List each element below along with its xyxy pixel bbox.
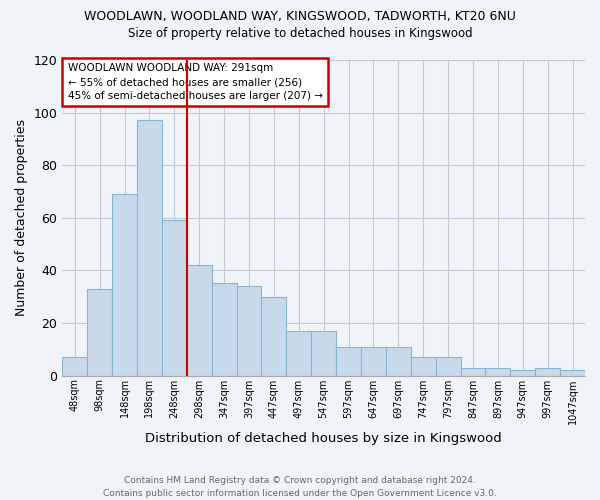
Bar <box>411 357 436 376</box>
Y-axis label: Number of detached properties: Number of detached properties <box>15 120 28 316</box>
Bar <box>336 346 361 376</box>
Bar <box>62 357 87 376</box>
Bar <box>262 296 286 376</box>
Bar <box>511 370 535 376</box>
Bar <box>162 220 187 376</box>
Text: WOODLAWN, WOODLAND WAY, KINGSWOOD, TADWORTH, KT20 6NU: WOODLAWN, WOODLAND WAY, KINGSWOOD, TADWO… <box>84 10 516 23</box>
Bar <box>436 357 461 376</box>
Text: WOODLAWN WOODLAND WAY: 291sqm
← 55% of detached houses are smaller (256)
45% of : WOODLAWN WOODLAND WAY: 291sqm ← 55% of d… <box>68 63 323 101</box>
Bar <box>137 120 162 376</box>
Bar <box>485 368 511 376</box>
Bar <box>286 331 311 376</box>
Bar <box>560 370 585 376</box>
Bar <box>386 346 411 376</box>
Bar <box>461 368 485 376</box>
Bar <box>212 284 236 376</box>
Text: Contains HM Land Registry data © Crown copyright and database right 2024.
Contai: Contains HM Land Registry data © Crown c… <box>103 476 497 498</box>
Bar <box>112 194 137 376</box>
Bar <box>87 288 112 376</box>
Bar <box>187 265 212 376</box>
X-axis label: Distribution of detached houses by size in Kingswood: Distribution of detached houses by size … <box>145 432 502 445</box>
Bar <box>535 368 560 376</box>
Bar <box>311 331 336 376</box>
Bar <box>236 286 262 376</box>
Text: Size of property relative to detached houses in Kingswood: Size of property relative to detached ho… <box>128 28 472 40</box>
Bar <box>361 346 386 376</box>
